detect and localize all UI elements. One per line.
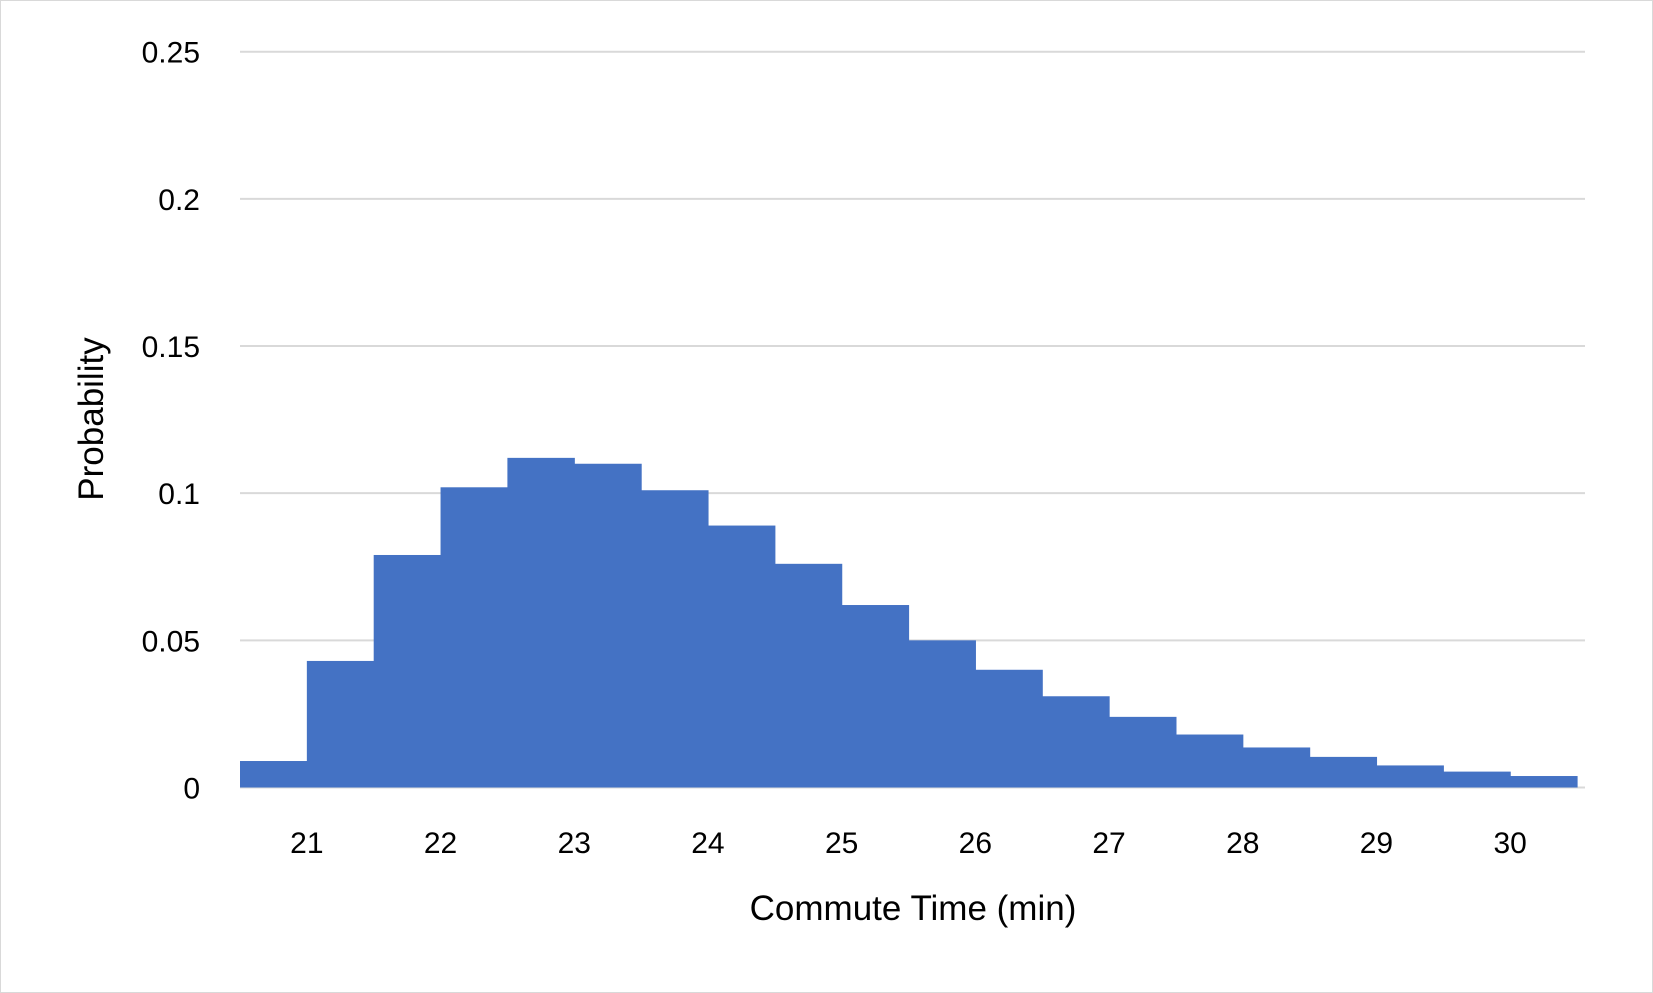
y-tick-label: 0.2 xyxy=(158,184,200,217)
histogram-bar xyxy=(306,660,375,788)
y-axis-label: Probability xyxy=(72,337,111,501)
y-axis-ticks: 0 0.05 0.1 0.15 0.2 0.25 xyxy=(142,37,200,806)
histogram-bar xyxy=(1042,696,1110,788)
x-tick-label: 30 xyxy=(1493,827,1526,860)
x-tick-label: 21 xyxy=(290,827,323,860)
histogram-bar xyxy=(507,457,575,788)
histogram-bar xyxy=(774,563,843,788)
x-axis-ticks: 21 22 23 24 25 26 27 28 29 30 xyxy=(290,827,1527,860)
histogram-bar xyxy=(908,640,976,788)
histogram-bar xyxy=(440,487,508,788)
y-tick-label: 0.15 xyxy=(142,331,200,364)
histogram-bar xyxy=(1443,771,1511,788)
histogram-bar xyxy=(1175,734,1244,788)
bars xyxy=(240,457,1578,788)
x-tick-label: 25 xyxy=(825,827,858,860)
x-tick-label: 29 xyxy=(1360,827,1393,860)
histogram-bar xyxy=(841,605,910,788)
histogram-bar xyxy=(574,463,642,788)
x-tick-label: 28 xyxy=(1226,827,1259,860)
x-tick-label: 23 xyxy=(558,827,591,860)
x-tick-label: 22 xyxy=(424,827,457,860)
x-axis-label: Commute Time (min) xyxy=(750,889,1077,928)
histogram-bar xyxy=(1242,747,1311,788)
y-tick-label: 0.1 xyxy=(158,478,200,511)
x-tick-label: 26 xyxy=(959,827,992,860)
histogram-bar xyxy=(1109,716,1177,788)
histogram-bar xyxy=(975,669,1043,788)
y-tick-label: 0 xyxy=(183,773,200,806)
histogram-bar xyxy=(373,554,442,788)
y-tick-label: 0.25 xyxy=(142,37,200,70)
x-tick-label: 24 xyxy=(691,827,724,860)
histogram-bar xyxy=(707,525,776,788)
x-tick-label: 27 xyxy=(1092,827,1125,860)
y-tick-label: 0.05 xyxy=(142,625,200,658)
histogram-bar xyxy=(1309,756,1378,788)
histogram-bar xyxy=(240,761,308,788)
histogram-bar xyxy=(1376,765,1444,788)
histogram-bar xyxy=(1510,776,1578,788)
histogram-bar xyxy=(641,490,709,788)
